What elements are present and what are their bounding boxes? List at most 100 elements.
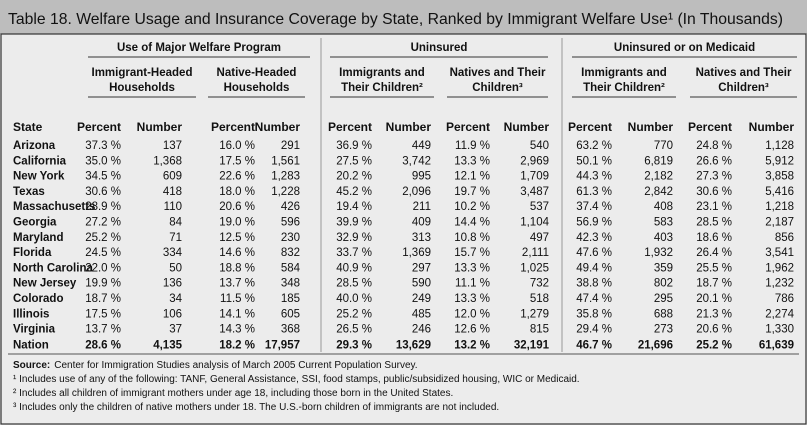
cell: 19.0 % <box>219 217 255 229</box>
cell: 348 <box>281 278 300 290</box>
cell: 497 <box>530 232 549 244</box>
cell: 45.2 % <box>336 186 372 198</box>
cell: 1,283 <box>271 171 300 183</box>
cell: 13,629 <box>396 339 431 351</box>
cell: 2,187 <box>765 217 794 229</box>
state-name: Georgia <box>13 217 57 229</box>
cell: 33.7 % <box>336 247 372 259</box>
sub-header: Immigrants and <box>339 67 425 79</box>
cell: 6,819 <box>644 155 673 167</box>
cell: 71 <box>169 232 182 244</box>
table-border <box>0 33 807 425</box>
cell: 28.6 % <box>85 339 121 351</box>
cell: 20.6 % <box>696 324 732 336</box>
cell: 20.1 % <box>696 293 732 305</box>
sub-header: Natives and Their <box>696 67 792 79</box>
cell: 34 <box>169 293 182 305</box>
footnote: ¹ Includes use of any of the following: … <box>13 374 580 385</box>
cell: 12.5 % <box>219 232 255 244</box>
column-header: Number <box>628 120 674 134</box>
state-name: North Carolina <box>13 262 93 274</box>
cell: 688 <box>654 308 673 320</box>
sub-header: Children³ <box>718 82 769 94</box>
column-header: Percent <box>688 120 732 134</box>
cell: 25.5 % <box>696 262 732 274</box>
cell: 408 <box>654 201 673 213</box>
cell: 47.4 % <box>576 293 612 305</box>
cell: 14.1 % <box>219 308 255 320</box>
cell: 25.2 % <box>696 339 732 351</box>
cell: 25.2 % <box>336 308 372 320</box>
column-header: State <box>13 120 43 134</box>
cell: 1,104 <box>520 217 549 229</box>
cell: 359 <box>654 262 673 274</box>
column-header: Percent <box>211 120 255 134</box>
column-header: Number <box>504 120 550 134</box>
cell: 28.9 % <box>85 201 121 213</box>
state-name: Colorado <box>13 293 63 305</box>
sub-header: Children³ <box>472 82 523 94</box>
cell: 295 <box>654 293 673 305</box>
sub-header: Households <box>109 82 175 94</box>
cell: 1,368 <box>153 155 182 167</box>
cell: 583 <box>654 217 673 229</box>
source-label: Source: <box>13 360 50 371</box>
state-name: Illinois <box>13 308 49 320</box>
cell: 13.7 % <box>85 324 121 336</box>
cell: 13.3 % <box>454 262 490 274</box>
cell: 732 <box>530 278 549 290</box>
state-name: Florida <box>13 247 52 259</box>
cell: 313 <box>412 232 431 244</box>
cell: 24.5 % <box>85 247 121 259</box>
cell: 63.2 % <box>576 140 612 152</box>
footnote: ² Includes all children of immigrant mot… <box>13 388 453 399</box>
column-header: Number <box>255 120 301 134</box>
cell: 30.6 % <box>85 186 121 198</box>
cell: 39.9 % <box>336 217 372 229</box>
cell: 13.3 % <box>454 155 490 167</box>
cell: 26.6 % <box>696 155 732 167</box>
cell: 1,561 <box>271 155 300 167</box>
cell: 15.7 % <box>454 247 490 259</box>
state-name: Nation <box>13 339 49 351</box>
cell: 786 <box>775 293 794 305</box>
cell: 10.8 % <box>454 232 490 244</box>
cell: 596 <box>281 217 300 229</box>
cell: 5,416 <box>765 186 794 198</box>
cell: 3,858 <box>765 171 794 183</box>
cell: 26.4 % <box>696 247 732 259</box>
cell: 297 <box>412 262 431 274</box>
cell: 409 <box>412 217 431 229</box>
cell: 61.3 % <box>576 186 612 198</box>
state-name: Arizona <box>13 140 56 152</box>
cell: 17,957 <box>265 339 300 351</box>
cell: 47.6 % <box>576 247 612 259</box>
cell: 334 <box>163 247 183 259</box>
cell: 1,330 <box>765 324 794 336</box>
cell: 106 <box>163 308 182 320</box>
sub-header: Their Children² <box>341 82 423 94</box>
cell: 4,135 <box>153 339 182 351</box>
sub-header: Immigrant-Headed <box>92 67 193 79</box>
group-header: Uninsured <box>411 42 468 54</box>
group-header: Use of Major Welfare Program <box>117 42 281 54</box>
cell: 22.6 % <box>219 171 255 183</box>
cell: 10.2 % <box>454 201 490 213</box>
cell: 17.5 % <box>85 308 121 320</box>
cell: 19.7 % <box>454 186 490 198</box>
cell: 540 <box>530 140 549 152</box>
cell: 249 <box>412 293 431 305</box>
cell: 21,696 <box>638 339 673 351</box>
cell: 27.5 % <box>336 155 372 167</box>
cell: 2,969 <box>520 155 549 167</box>
state-name: Virginia <box>13 324 56 336</box>
cell: 14.3 % <box>219 324 255 336</box>
source-text: Center for Immigration Studies analysis … <box>54 360 417 371</box>
cell: 995 <box>412 171 431 183</box>
cell: 449 <box>412 140 431 152</box>
cell: 2,096 <box>402 186 431 198</box>
cell: 418 <box>163 186 182 198</box>
state-name: New York <box>13 171 65 183</box>
cell: 26.5 % <box>336 324 372 336</box>
